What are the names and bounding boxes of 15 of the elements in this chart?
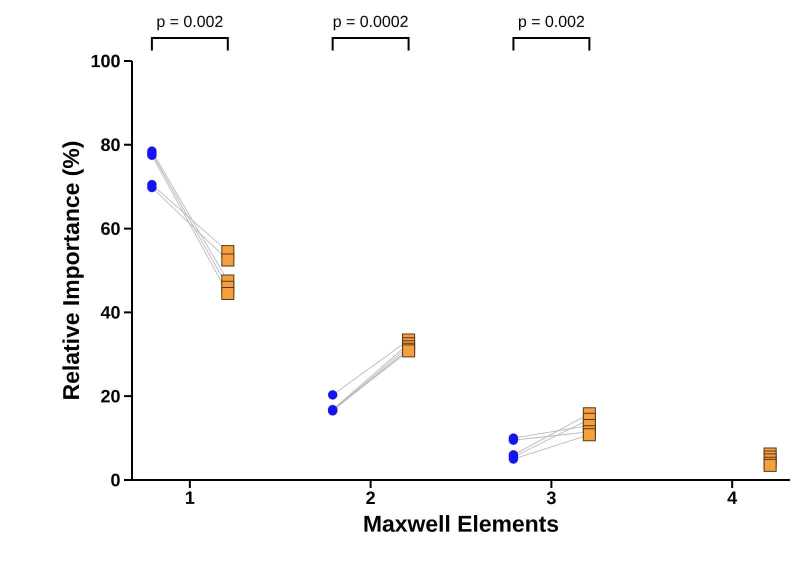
x-tick-label: 3 [546,491,556,504]
x-axis-title: Maxwell Elements [364,515,558,532]
y-axis-title: Relative Importance (%) [62,142,84,399]
text: p = 0.002 [518,16,584,30]
y-tick-label: 0 [111,474,120,486]
x-tick-label: 4 [727,492,738,504]
y-tick-label: 40 [100,306,120,319]
y-tick-label: 20 [101,390,120,403]
y-tick-label: 80 [101,138,120,152]
x-tick-label: 2 [366,491,375,504]
y-tick-label: 60 [101,222,120,235]
text: p = 0.0002 [334,16,408,30]
text: p = 0.002 [157,16,222,30]
x-tick-label: 1 [186,492,194,504]
y-tick-label: 100 [92,54,120,68]
